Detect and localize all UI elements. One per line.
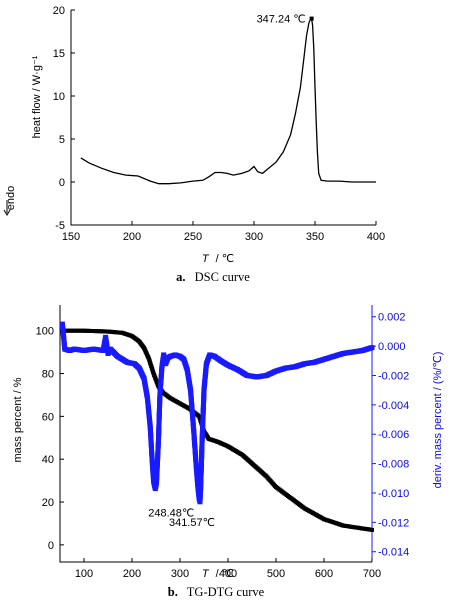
dtg-y-tick-label: -0.012	[378, 517, 409, 529]
tg-dtg-caption: b. TG-DTG curve	[168, 585, 265, 599]
dsc-caption: a. DSC curve	[176, 270, 250, 284]
dtg-y-tick-label: -0.006	[378, 429, 409, 441]
tg-dtg-panel: 100 200 300 400 500 600 700 0 20 40 60 80 100 0.002 0.…	[12, 305, 444, 599]
tg-dtg-caption-letter: b.	[168, 585, 178, 599]
tg-y-tick-label: 60	[42, 411, 54, 423]
dtg-y-tick-label: 0.000	[378, 341, 406, 353]
dsc-x-tick-label: 350	[306, 231, 324, 243]
dsc-peak-marker	[309, 16, 314, 21]
dsc-x-tick-label: 200	[123, 231, 141, 243]
tg-y-axis-label: mass percent / %	[12, 377, 24, 462]
dtg-point	[369, 345, 375, 351]
tg-x-tick-label: 200	[123, 568, 141, 580]
dsc-y-tick-label: 0	[59, 177, 65, 189]
dsc-caption-text: DSC curve	[195, 270, 251, 284]
tg-dtg-axes	[59, 305, 372, 563]
dsc-x-axis-label: T / ℃	[202, 253, 234, 265]
dtg-y-tick-label: -0.010	[378, 488, 409, 500]
dsc-panel: 150 200 250 300 350 400 -5 0 5 10 15 20 347.24 ℃ he…	[3, 5, 385, 284]
dtg-y-tick-label: -0.014	[378, 547, 409, 559]
tg-dtg-caption-text: TG-DTG curve	[187, 585, 265, 599]
tg-x-tick-label: 600	[315, 568, 333, 580]
dsc-x-tick-label: 250	[184, 231, 202, 243]
dsc-endo-label: endo	[5, 186, 17, 210]
endo-arrow-icon	[3, 200, 11, 216]
dtg-y-tick-label: -0.008	[378, 459, 409, 471]
dtg-peak2-annotation: 341.57℃	[169, 517, 215, 529]
dtg-peak1-annotation: 248.48℃	[148, 508, 194, 520]
dsc-plot-area: 150 200 250 300 350 400 -5 0 5 10 15 20	[53, 5, 385, 243]
dsc-x-axis-unit: / ℃	[216, 253, 234, 265]
dsc-y-tick-label: 10	[53, 91, 65, 103]
dsc-y-tick-label: 5	[59, 134, 65, 146]
tg-y-tick-label: 20	[42, 497, 54, 509]
tg-y-tick-label: 40	[42, 454, 54, 466]
dsc-series-line	[80, 17, 376, 185]
dsc-x-tick-label: 150	[62, 231, 80, 243]
dtg-y-tick-label: -0.002	[378, 370, 409, 382]
tg-x-tick-label: 300	[171, 568, 189, 580]
tg-dtg-plot-area: 100 200 300 400 500 600 700 0 20 40 60 80 100 0.002 0.…	[36, 305, 409, 580]
dsc-caption-letter: a.	[176, 270, 185, 284]
tg-x-tick-label: 500	[267, 568, 285, 580]
tg-x-axis-unit: / ℃	[216, 568, 234, 580]
dsc-x-tick-label: 400	[367, 231, 385, 243]
dsc-y-tick-label: 20	[53, 5, 65, 17]
tg-x-tick-label: 700	[363, 568, 381, 580]
tg-x-tick-label: 400	[219, 568, 237, 580]
tg-x-axis-symbol: T	[202, 568, 210, 580]
tg-y-tick-label: 0	[48, 540, 54, 552]
dtg-y-tick-label: 0.002	[378, 312, 406, 324]
tg-x-tick-label: 100	[75, 568, 93, 580]
dsc-y-tick-label: 15	[53, 48, 65, 60]
dtg-y-axis-label: deriv. mass percent / (%/℃)	[432, 352, 444, 489]
dsc-axes	[70, 10, 376, 226]
dsc-y-axis-label: heat flow / W·g⁻¹	[31, 55, 43, 138]
dtg-series	[59, 321, 375, 505]
dsc-x-axis-symbol: T	[202, 253, 210, 265]
tg-point	[370, 527, 374, 532]
dsc-peak-annotation: 347.24 ℃	[257, 14, 306, 26]
tg-y-tick-label: 80	[42, 369, 54, 381]
dsc-y-tick-label: -5	[55, 220, 65, 232]
dsc-x-tick-label: 300	[245, 231, 263, 243]
tg-y-tick-label: 100	[36, 326, 54, 338]
tg-x-axis-label: T / ℃	[202, 568, 234, 580]
dtg-y-tick-label: -0.004	[378, 400, 409, 412]
tg-series	[60, 328, 374, 532]
